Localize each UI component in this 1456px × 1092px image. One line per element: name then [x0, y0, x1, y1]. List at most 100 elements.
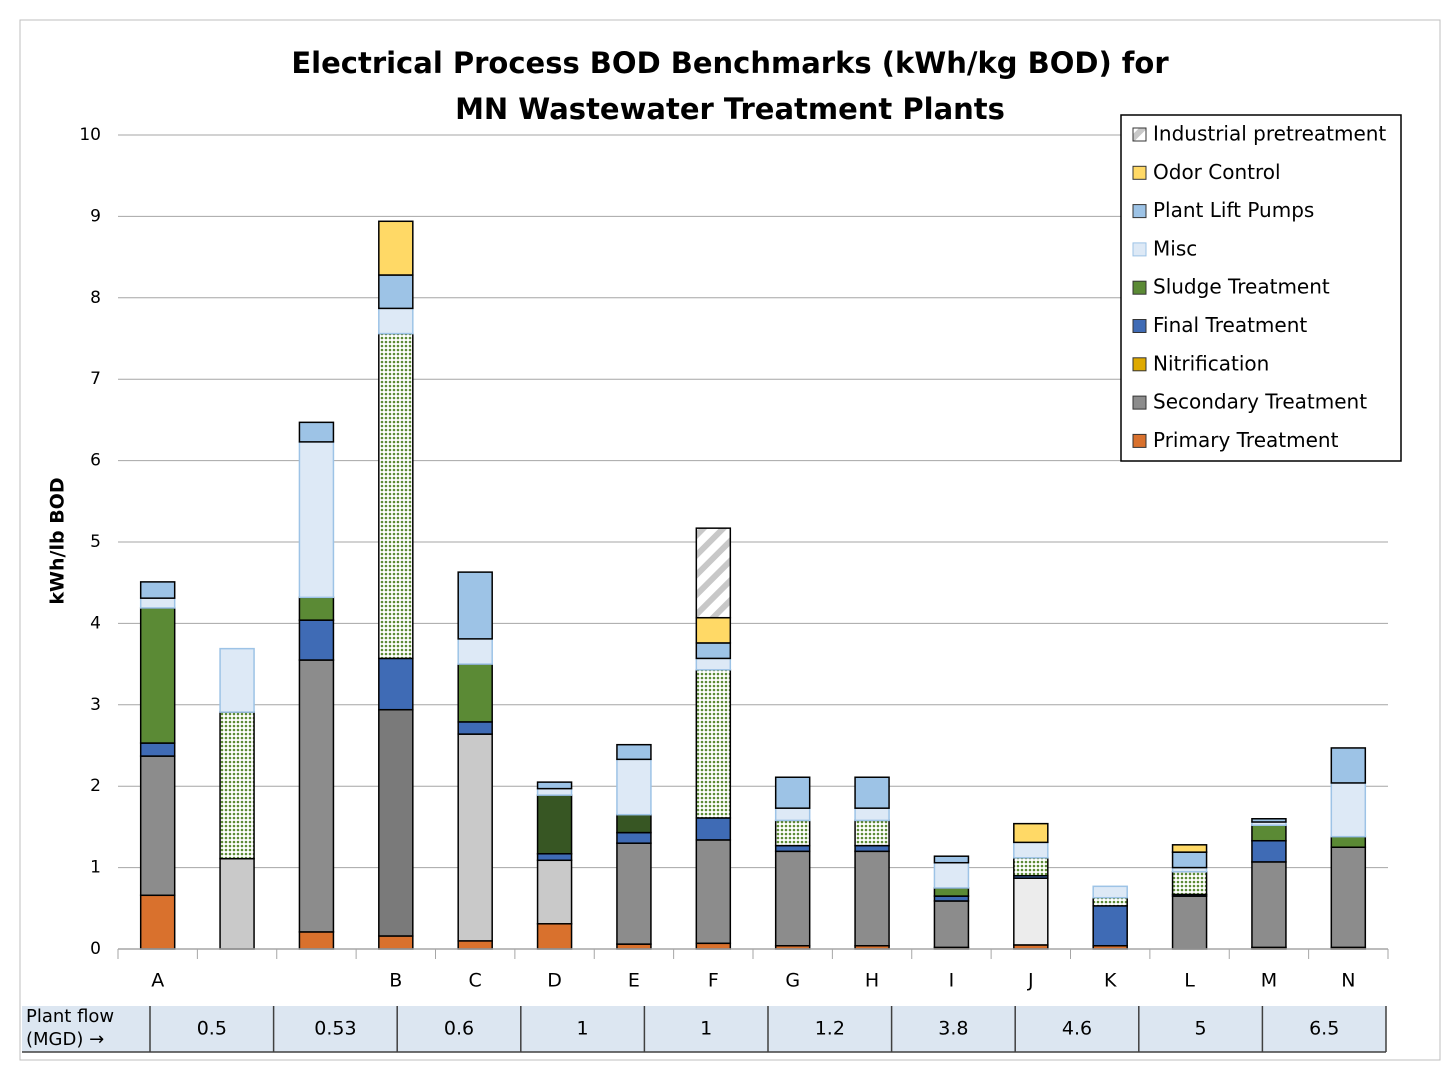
y-tick-label: 3	[90, 695, 101, 715]
bar-segment	[1013, 822, 1049, 844]
y-tick-label: 5	[90, 532, 101, 552]
bar-segment	[536, 853, 573, 862]
table-cell: 0.53	[314, 1018, 356, 1040]
bar-segment	[139, 755, 176, 897]
bar-segment	[219, 711, 255, 860]
y-axis-label: kWh/lb BOD	[47, 477, 69, 604]
x-tick-label: A	[151, 970, 164, 992]
bar-segment	[1171, 851, 1208, 869]
bar-segment	[298, 596, 335, 621]
bar-segment	[1171, 870, 1208, 896]
bar-segment	[854, 776, 890, 809]
bar-segment	[774, 807, 811, 822]
bar-segment	[1330, 747, 1367, 784]
bar-segment	[1013, 841, 1049, 859]
bar-segment	[695, 657, 732, 671]
bar-segment	[695, 817, 732, 841]
bar-segment	[378, 220, 414, 276]
table-row	[22, 1006, 1386, 1052]
bar-segment	[854, 844, 890, 853]
bar-segment	[616, 758, 652, 816]
legend-swatch	[1132, 357, 1147, 372]
x-tick-label: H	[865, 970, 879, 992]
bar-segment	[1330, 782, 1367, 838]
table-cell: 1	[577, 1018, 589, 1040]
bar-segment	[695, 839, 732, 945]
bar-segment	[1171, 844, 1208, 853]
x-tick-label: I	[949, 970, 955, 992]
bar-segment	[298, 659, 335, 933]
bar-segment	[695, 669, 732, 819]
x-tick-label: L	[1184, 970, 1195, 992]
bar-segment	[616, 813, 652, 834]
bar-segment	[139, 607, 176, 744]
x-tick-label: M	[1261, 970, 1277, 992]
bar-segment	[378, 332, 414, 660]
bar-segment	[378, 307, 414, 335]
x-tick-label: F	[708, 970, 719, 992]
legend-label: Sludge Treatment	[1153, 275, 1330, 299]
bar-segment	[457, 721, 493, 735]
legend-label: Nitrification	[1153, 351, 1269, 375]
bar-segment	[1251, 861, 1287, 949]
bar-segment	[219, 647, 255, 713]
table-cell: 1.2	[815, 1018, 845, 1040]
bar-segment	[774, 819, 811, 847]
bar-segment	[536, 859, 573, 925]
bar-segment	[139, 742, 176, 757]
bar-segment	[536, 787, 573, 796]
legend-label: Secondary Treatment	[1153, 390, 1367, 414]
legend-label: Plant Lift Pumps	[1153, 198, 1314, 222]
table-cell: 3.8	[938, 1018, 968, 1040]
bar-segment	[933, 855, 970, 864]
bar-segment	[298, 441, 335, 599]
bar-segment	[933, 861, 970, 889]
bar-segment	[536, 794, 573, 855]
table-cell: 0.6	[444, 1018, 474, 1040]
bar-segment	[933, 887, 970, 897]
table-cell: 1	[700, 1018, 712, 1040]
bar-segment	[457, 733, 493, 942]
bar-segment	[1251, 839, 1287, 863]
bar-segment	[854, 819, 890, 847]
y-tick-label: 8	[90, 288, 101, 308]
bar-segment	[139, 581, 176, 599]
bar-segment	[1251, 824, 1287, 842]
bar-segment	[457, 663, 493, 723]
legend-swatch	[1132, 204, 1147, 219]
y-tick-label: 9	[90, 206, 101, 226]
table-cell: 5	[1195, 1018, 1207, 1040]
x-tick-label: G	[785, 970, 800, 992]
bar-segment	[1330, 835, 1367, 849]
table-cell: 0.5	[197, 1018, 227, 1040]
bar-segment	[854, 850, 890, 947]
x-tick-label: E	[628, 970, 640, 992]
legend-label: Odor Control	[1153, 160, 1281, 184]
bar-segment	[536, 923, 573, 950]
legend-label: Primary Treatment	[1153, 428, 1339, 452]
bar-segment	[695, 616, 732, 644]
y-tick-label: 1	[90, 858, 101, 878]
bar-segment	[378, 657, 414, 711]
frame	[19, 19, 1441, 1061]
bar-segment	[616, 831, 652, 844]
bar-segment	[1171, 895, 1208, 950]
x-tick-label: K	[1104, 970, 1117, 992]
chart-title: MN Wastewater Treatment Plants	[455, 92, 1005, 126]
bar-segment	[457, 638, 493, 665]
bar-segment	[695, 527, 732, 619]
bar-segment	[1092, 905, 1128, 947]
bar-segment	[695, 942, 732, 950]
x-tick-label: D	[547, 970, 562, 992]
table-cell: 4.6	[1062, 1018, 1092, 1040]
legend-swatch	[1132, 127, 1147, 142]
y-tick-label: 7	[90, 369, 101, 389]
bar-segment	[616, 842, 652, 945]
table-cell: 6.5	[1309, 1018, 1339, 1040]
y-tick-label: 6	[90, 451, 101, 471]
bar-segment	[298, 619, 335, 661]
legend-label: Final Treatment	[1153, 313, 1307, 337]
legend-swatch	[1132, 242, 1147, 257]
legend-swatch	[1132, 433, 1147, 448]
